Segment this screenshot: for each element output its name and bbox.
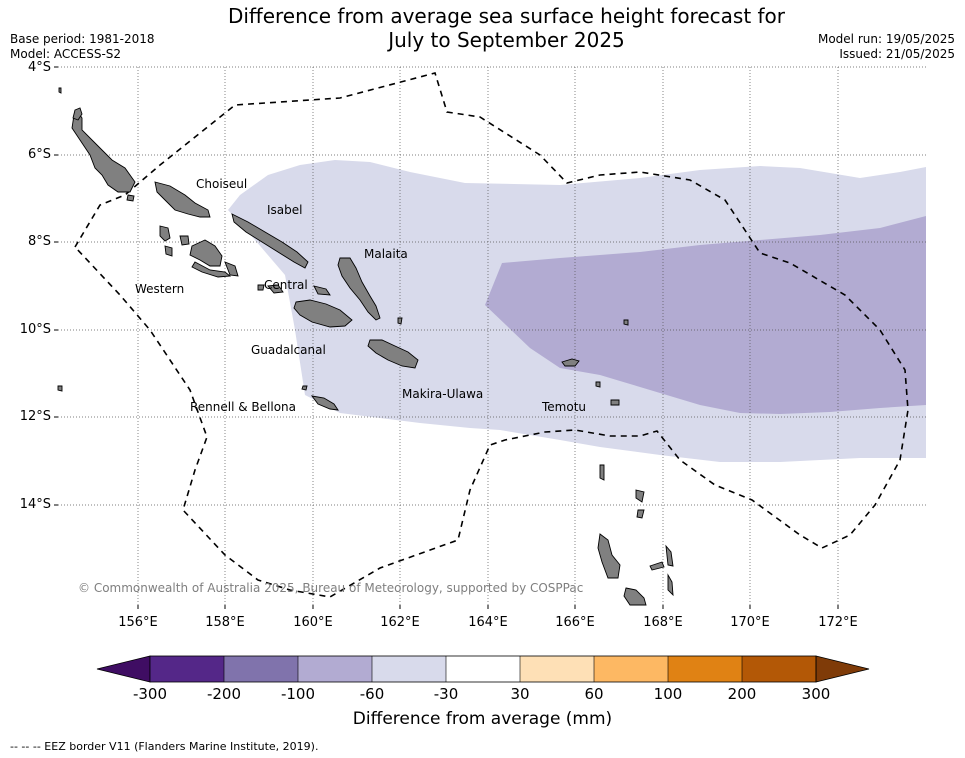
axis-ticks (54, 66, 839, 609)
eez-border (74, 72, 909, 598)
meta-right: Model run: 19/05/2025 Issued: 21/05/2025 (818, 32, 955, 62)
lat-label-6s: 6°S (27, 147, 51, 162)
colorbar-tick: 200 (727, 685, 757, 703)
colorbar-seg-7 (594, 656, 668, 682)
model-name: Model: ACCESS-S2 (10, 47, 122, 61)
province-choiseul: Choiseul (196, 177, 248, 191)
colorbar-seg-6 (520, 656, 594, 682)
island-vangunu (224, 261, 239, 277)
colorbar-tick: 30 (510, 685, 530, 703)
lon-label-162e: 162°E (380, 615, 420, 630)
province-rennell-bellona: Rennell & Bellona (190, 400, 297, 414)
island-rendova (164, 245, 173, 257)
lat-label-4s: 4°S (27, 60, 51, 75)
colorbar-extend-low (96, 655, 151, 683)
colorbar-tick: -30 (433, 685, 459, 703)
island-vanikoro (610, 399, 620, 406)
colorbar-seg-1 (150, 656, 224, 682)
colorbar-seg-8 (668, 656, 742, 682)
colorbar-seg-3 (298, 656, 372, 682)
lat-label-8s: 8°S (27, 234, 51, 249)
lat-label-14s: 14°S (19, 497, 51, 512)
island-rennell (310, 395, 339, 411)
lon-label-172e: 172°E (818, 615, 858, 630)
island-isabel (231, 213, 309, 269)
island-ngella-2 (313, 285, 331, 296)
island-new-georgia-b (191, 261, 232, 278)
lon-label-170e: 170°E (730, 615, 770, 630)
province-western: Western (135, 282, 185, 296)
colorbar-seg-9 (742, 656, 816, 682)
lat-label-10s: 10°S (19, 322, 51, 337)
lon-label-156e: 156°E (118, 615, 158, 630)
island-vella (159, 225, 171, 242)
island-malekula (623, 587, 647, 606)
base-period: Base period: 1981-2018 (10, 32, 155, 46)
lon-label-166e: 166°E (555, 615, 595, 630)
island-tikopia (623, 319, 629, 326)
island-banks (635, 489, 645, 503)
island-choiseul (154, 181, 211, 218)
colorbar (96, 655, 870, 683)
colorbar-seg-5 (446, 656, 520, 682)
colorbar-label: Difference from average (mm) (352, 709, 613, 729)
island-russell (257, 284, 265, 291)
meta-left: Base period: 1981-2018 Model: ACCESS-S2 (10, 32, 155, 62)
island-shortland (126, 194, 135, 202)
island-small-1 (58, 87, 62, 94)
colorbar-seg-2 (224, 656, 298, 682)
island-utupua (595, 381, 601, 388)
issued-date: Issued: 21/05/2025 (839, 47, 955, 61)
island-pentecost (667, 573, 674, 597)
island-espiritu (597, 533, 621, 579)
island-guadalcanal (293, 299, 353, 328)
colorbar-tick: -60 (359, 685, 385, 703)
lon-label-168e: 168°E (643, 615, 683, 630)
island-ulawa (397, 317, 403, 325)
island-malaita (337, 257, 381, 321)
island-bougainville (71, 111, 136, 193)
province-makira-ulawa: Makira-Ulawa (402, 387, 484, 401)
colorbar-tick: 60 (584, 685, 604, 703)
island-buka (72, 107, 83, 121)
province-guadalcanal: Guadalcanal (251, 343, 326, 357)
island-maewo (665, 544, 674, 567)
colorbar-tick: 100 (653, 685, 683, 703)
island-florida (267, 284, 284, 294)
colorbar-seg-4 (372, 656, 446, 682)
colorbar-tick: -300 (132, 685, 168, 703)
eez-legend: -- -- -- EEZ border V11 (Flanders Marine… (10, 740, 319, 753)
colorbar-outline (149, 655, 817, 683)
island-bellona (301, 385, 308, 391)
lon-label-158e: 158°E (205, 615, 245, 630)
province-isabel: Isabel (267, 203, 303, 217)
title-line-1: Difference from average sea surface heig… (227, 4, 786, 28)
lat-label-12s: 12°S (19, 409, 51, 424)
lon-label-164e: 164°E (468, 615, 508, 630)
island-small-2 (57, 385, 63, 392)
islands (57, 87, 674, 606)
colorbar-tick: 300 (801, 685, 831, 703)
copyright-notice: © Commonwealth of Australia 2025, Bureau… (78, 581, 584, 595)
island-nendo (561, 358, 580, 367)
island-ambae (649, 561, 665, 571)
island-makira (367, 339, 419, 369)
island-banks-2 (636, 509, 645, 519)
lon-label-160e: 160°E (293, 615, 333, 630)
island-new-georgia (189, 239, 223, 267)
shading-dark-band (485, 216, 926, 414)
model-run: Model run: 19/05/2025 (817, 32, 955, 46)
map-title: Difference from average sea surface heig… (0, 4, 965, 52)
colorbar-tick: -200 (206, 685, 242, 703)
colorbar-tick: -100 (280, 685, 316, 703)
island-torres (599, 464, 605, 481)
colorbar-extend-high (815, 655, 870, 683)
title-line-2: July to September 2025 (388, 28, 625, 52)
island-kolombangara (179, 235, 190, 246)
province-central: Central (264, 278, 308, 292)
province-temotu: Temotu (542, 400, 587, 414)
province-malaita: Malaita (364, 247, 408, 261)
